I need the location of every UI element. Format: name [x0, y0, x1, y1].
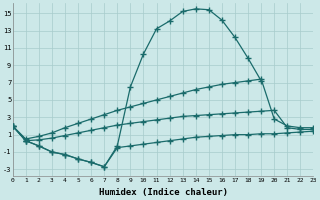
X-axis label: Humidex (Indice chaleur): Humidex (Indice chaleur) — [99, 188, 228, 197]
